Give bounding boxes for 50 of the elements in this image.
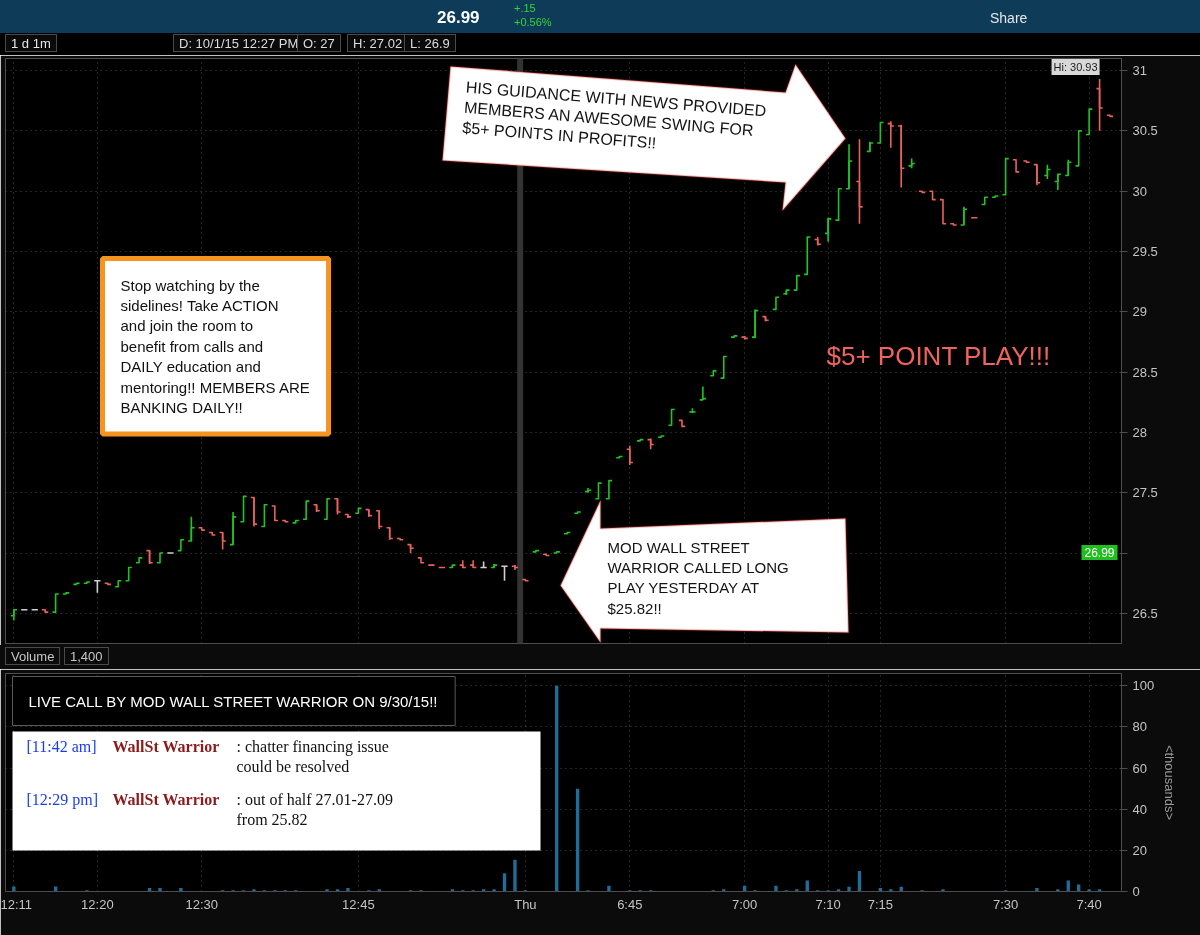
annotation: [11:42 am] xyxy=(26,737,97,755)
x-tick-label: 7:40 xyxy=(1076,896,1102,912)
y-axis-title: <thousands> xyxy=(1162,744,1178,821)
y-tick-label: 26.5 xyxy=(1132,605,1158,621)
y-tick-label: 30.5 xyxy=(1132,123,1158,139)
x-tick-label: 7:15 xyxy=(867,896,894,912)
y-tick-label: 28.5 xyxy=(1132,364,1158,380)
x-tick-label: 12:11 xyxy=(0,896,33,912)
text: O: 27 xyxy=(297,34,341,52)
y-tick-label: 29.5 xyxy=(1132,243,1158,259)
x-tick-label: 7:10 xyxy=(815,896,841,912)
y-tick-label: 20 xyxy=(1132,842,1147,858)
chart-title: 1 d 1m xyxy=(5,34,57,52)
text: +0.56% xyxy=(514,15,552,30)
annotation: LIVE CALL BY MOD WALL STREET WARRIOR ON 9/30/15!! xyxy=(28,692,438,710)
text: Share xyxy=(990,9,1028,28)
x-tick-label: Thu xyxy=(514,896,537,912)
x-tick-label: 12:45 xyxy=(342,896,375,912)
y-tick-label: 28 xyxy=(1132,424,1147,440)
text: L: 26.9 xyxy=(404,34,456,52)
text: 1,400 xyxy=(64,647,109,665)
x-tick-label: 12:30 xyxy=(185,896,219,912)
annotation: [12:29 pm] xyxy=(26,790,99,809)
annotation: Hi: 30.93 xyxy=(1053,61,1098,74)
y-tick-label: 29 xyxy=(1132,304,1147,320)
annotation: Stop watching by the sidelines! Take ACTION and join the room to benefit from calls and DAILY education and mentoring!! MEMBERS ARE BANKING DAILY!! xyxy=(120,276,310,416)
annotation: WallSt Warrior xyxy=(112,737,220,755)
text: +.15 xyxy=(514,1,536,16)
x-tick-label: 6:45 xyxy=(617,896,643,912)
annotation: $5+ POINT PLAY!!! xyxy=(826,340,1051,371)
y-tick-label: 30 xyxy=(1132,183,1147,199)
y-tick-label: 80 xyxy=(1132,719,1147,735)
x-tick-label: 7:30 xyxy=(992,896,1019,912)
annotation: 26.99 xyxy=(1084,546,1115,560)
y-tick-label: 60 xyxy=(1132,760,1147,776)
annotation: WallSt Warrior xyxy=(112,790,220,808)
x-tick-label: 12:20 xyxy=(81,896,114,912)
annotation: MOD WALL STREET WARRIOR CALLED LONG PLAY YESTERDAY AT $25.82!! xyxy=(607,538,789,617)
annotation: : out of half 27.01-27.09 from 25.82 xyxy=(236,790,393,828)
annotation: : chatter financing issue could be resolved xyxy=(236,737,389,775)
text: H: 27.02 xyxy=(347,34,409,52)
y-tick-label: 0 xyxy=(1132,884,1140,899)
y-tick-label: 40 xyxy=(1132,801,1147,817)
y-tick-label: 31 xyxy=(1132,63,1147,79)
y-tick-label: 100 xyxy=(1132,678,1155,694)
x-tick-label: 7:00 xyxy=(731,896,758,912)
text: 26.99 xyxy=(437,7,480,29)
chart-title: Volume xyxy=(5,647,61,665)
y-tick-label: 27.5 xyxy=(1132,485,1158,501)
annotation: HIS GUIDANCE WITH NEWS PROVIDED MEMBERS AN AWESOME SWING FOR $5+ POINTS IN PROFITS!! xyxy=(461,78,767,152)
